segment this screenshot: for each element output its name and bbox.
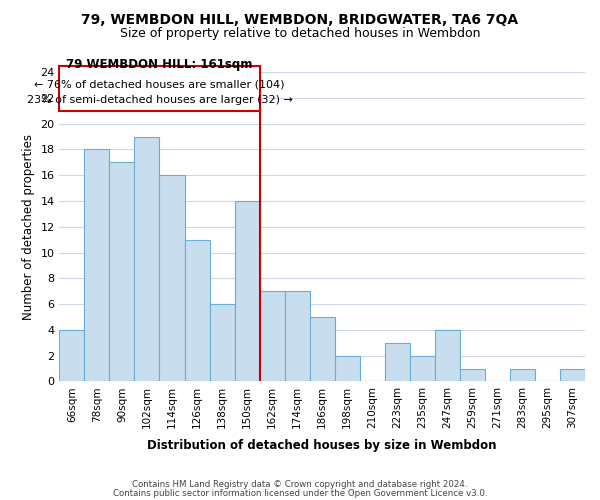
Bar	[260, 291, 284, 382]
Text: ← 76% of detached houses are smaller (104): ← 76% of detached houses are smaller (10…	[34, 80, 285, 90]
Bar	[560, 368, 585, 382]
Bar	[134, 136, 160, 382]
Bar	[235, 201, 260, 382]
Bar	[335, 356, 360, 382]
Bar	[85, 150, 109, 382]
Text: 23% of semi-detached houses are larger (32) →: 23% of semi-detached houses are larger (…	[26, 96, 292, 106]
Y-axis label: Number of detached properties: Number of detached properties	[22, 134, 35, 320]
Bar	[410, 356, 435, 382]
Bar	[109, 162, 134, 382]
Bar	[460, 368, 485, 382]
Bar	[59, 330, 85, 382]
X-axis label: Distribution of detached houses by size in Wembdon: Distribution of detached houses by size …	[148, 440, 497, 452]
Bar	[510, 368, 535, 382]
Text: 79 WEMBDON HILL: 161sqm: 79 WEMBDON HILL: 161sqm	[66, 58, 253, 71]
Bar	[310, 317, 335, 382]
Text: 79, WEMBDON HILL, WEMBDON, BRIDGWATER, TA6 7QA: 79, WEMBDON HILL, WEMBDON, BRIDGWATER, T…	[82, 12, 518, 26]
Bar	[160, 175, 185, 382]
Text: Contains HM Land Registry data © Crown copyright and database right 2024.: Contains HM Land Registry data © Crown c…	[132, 480, 468, 489]
Bar	[435, 330, 460, 382]
Bar	[59, 66, 260, 111]
Bar	[185, 240, 209, 382]
Bar	[385, 342, 410, 382]
Bar	[284, 291, 310, 382]
Bar	[209, 304, 235, 382]
Text: Size of property relative to detached houses in Wembdon: Size of property relative to detached ho…	[120, 28, 480, 40]
Text: Contains public sector information licensed under the Open Government Licence v3: Contains public sector information licen…	[113, 488, 487, 498]
